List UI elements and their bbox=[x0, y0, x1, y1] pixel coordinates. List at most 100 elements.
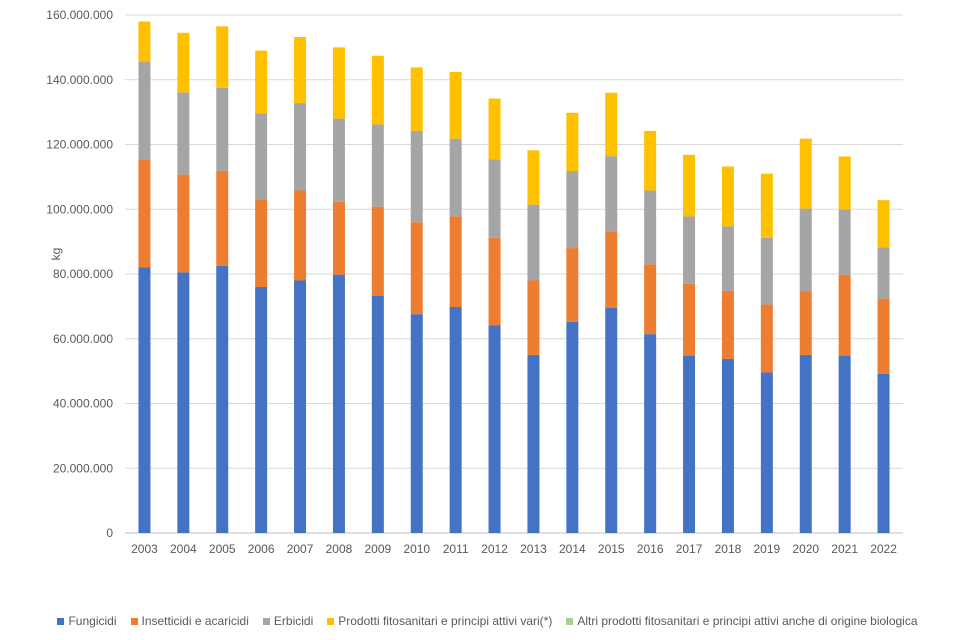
legend-label: Fungicidi bbox=[68, 614, 117, 628]
bar-segment bbox=[255, 199, 268, 287]
legend-swatch bbox=[327, 617, 335, 625]
bar-segment bbox=[216, 26, 229, 88]
bar-segment bbox=[877, 298, 890, 374]
bar-segment bbox=[721, 290, 734, 359]
bar-segment bbox=[683, 355, 696, 533]
bar-segment bbox=[216, 170, 229, 266]
bar-segment bbox=[644, 130, 657, 191]
bar-segment bbox=[410, 67, 423, 131]
bar-segment bbox=[255, 286, 268, 533]
x-tick-label: 2018 bbox=[715, 542, 742, 556]
bar-segment bbox=[644, 190, 657, 265]
bar-segment bbox=[449, 307, 462, 533]
bar-segment bbox=[410, 222, 423, 315]
x-tick-label: 2015 bbox=[598, 542, 625, 556]
bar-segment bbox=[838, 209, 851, 275]
bar-segment bbox=[371, 296, 384, 533]
bar-segment bbox=[410, 314, 423, 533]
bar-segment bbox=[527, 204, 540, 281]
bar-segment bbox=[216, 87, 229, 171]
x-tick-label: 2005 bbox=[209, 542, 236, 556]
bar-segment bbox=[838, 156, 851, 210]
y-tick-label: 160.000.000 bbox=[46, 8, 113, 22]
bar-segment bbox=[177, 32, 190, 93]
bar-segment bbox=[877, 200, 890, 248]
bar-segment bbox=[566, 112, 579, 172]
x-tick-label: 2016 bbox=[637, 542, 664, 556]
y-tick-label: 140.000.000 bbox=[46, 73, 113, 87]
bar-segment bbox=[138, 21, 151, 62]
bars bbox=[138, 21, 890, 533]
y-tick-label: 80.000.000 bbox=[53, 267, 113, 281]
bar-segment bbox=[605, 156, 618, 232]
bar-segment bbox=[799, 291, 812, 355]
bar-segment bbox=[644, 264, 657, 335]
legend-swatch bbox=[57, 617, 65, 625]
bar-segment bbox=[449, 216, 462, 308]
x-tick-label: 2021 bbox=[831, 542, 858, 556]
legend-item-altri: Altri prodotti fitosanitari e principi a… bbox=[566, 614, 918, 628]
bar-segment bbox=[527, 150, 540, 205]
gridlines bbox=[125, 14, 903, 534]
legend-label: Insetticidi e acaricidi bbox=[141, 614, 249, 628]
bar-segment bbox=[488, 325, 501, 533]
x-tick-label: 2003 bbox=[131, 542, 158, 556]
bar-segment bbox=[255, 50, 268, 114]
stacked-bar-chart: 0 20.000.000 40.000.000 60.000.000 80.000.00… bbox=[46, 8, 903, 556]
x-tick-label: 2019 bbox=[753, 542, 780, 556]
bar-segment bbox=[138, 61, 151, 160]
legend-item-fungicidi: Fungicidi bbox=[57, 614, 117, 628]
x-tick-label: 2022 bbox=[870, 542, 897, 556]
bar-segment bbox=[527, 280, 540, 355]
bar-segment bbox=[332, 274, 345, 533]
legend-item-erbicidi: Erbicidi bbox=[262, 614, 314, 628]
bar-segment bbox=[760, 304, 773, 373]
bar-segment bbox=[527, 354, 540, 533]
bar-segment bbox=[488, 237, 501, 326]
bar-segment bbox=[721, 358, 734, 533]
y-tick-label: 0 bbox=[106, 526, 113, 540]
bar-segment bbox=[605, 307, 618, 533]
x-tick-label: 2017 bbox=[676, 542, 703, 556]
bar-segment bbox=[566, 171, 579, 249]
bar-segment bbox=[799, 208, 812, 292]
bar-segment bbox=[488, 159, 501, 238]
bar-segment bbox=[177, 92, 190, 175]
bar-segment bbox=[605, 92, 618, 157]
bar-segment bbox=[721, 166, 734, 227]
y-tick-label: 60.000.000 bbox=[53, 332, 113, 346]
legend-swatch bbox=[566, 617, 574, 625]
legend-label: Altri prodotti fitosanitari e principi a… bbox=[577, 614, 918, 628]
bar-segment bbox=[294, 280, 307, 533]
x-tick-label: 2012 bbox=[481, 542, 508, 556]
bar-segment bbox=[683, 283, 696, 356]
y-tick-label: 40.000.000 bbox=[53, 397, 113, 411]
y-axis-tick-labels: 0 20.000.000 40.000.000 60.000.000 80.000.00… bbox=[46, 8, 113, 540]
bar-segment bbox=[566, 321, 579, 533]
bar-segment bbox=[877, 247, 890, 299]
bar-segment bbox=[371, 124, 384, 207]
bar-segment bbox=[332, 201, 345, 275]
y-axis-title: kg bbox=[49, 248, 63, 261]
bar-segment bbox=[294, 103, 307, 191]
legend-swatch bbox=[262, 617, 270, 625]
bar-segment bbox=[683, 154, 696, 217]
bar-segment bbox=[838, 355, 851, 533]
bar-segment bbox=[683, 216, 696, 284]
legend-item-vari: Prodotti fitosanitari e principi attivi … bbox=[327, 614, 552, 628]
x-tick-label: 2014 bbox=[559, 542, 586, 556]
x-tick-label: 2004 bbox=[170, 542, 197, 556]
bar-segment bbox=[255, 113, 268, 200]
x-tick-label: 2007 bbox=[287, 542, 314, 556]
legend-label: Erbicidi bbox=[273, 614, 314, 628]
bar-segment bbox=[294, 37, 307, 104]
bar-segment bbox=[799, 138, 812, 209]
x-tick-label: 2013 bbox=[520, 542, 547, 556]
bar-segment bbox=[449, 71, 462, 139]
legend-swatch bbox=[130, 617, 138, 625]
bar-segment bbox=[371, 55, 384, 125]
bar-segment bbox=[644, 334, 657, 533]
bar-segment bbox=[488, 98, 501, 160]
x-axis-tick-labels: 2003 2004 2005 2006 2007 2008 2009 2010 2011 2012… bbox=[131, 542, 897, 556]
bar-segment bbox=[799, 354, 812, 533]
